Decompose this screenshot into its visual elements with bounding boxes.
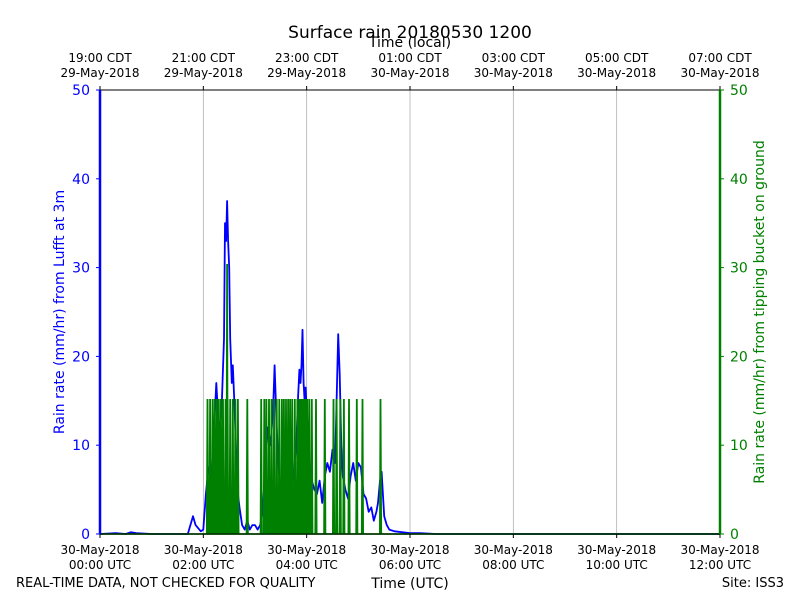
x-tick-label-top-date: 30-May-2018 <box>680 66 759 80</box>
site-label: Site: ISS3 <box>721 576 784 591</box>
x-tick-label-bottom-date: 30-May-2018 <box>60 543 139 557</box>
x-tick-label-bottom-date: 30-May-2018 <box>164 543 243 557</box>
y-tick-label-right: 10 <box>730 438 748 454</box>
x-tick-label-top-time: 21:00 CDT <box>172 51 236 65</box>
y-tick-label-right: 40 <box>730 172 748 188</box>
y-tick-label-left: 40 <box>72 172 90 188</box>
x-tick-label-bottom-date: 30-May-2018 <box>370 543 449 557</box>
x-tick-label-bottom-time: 02:00 UTC <box>172 558 234 572</box>
y-tick-label-left: 50 <box>72 83 90 99</box>
x-tick-label-top-time: 23:00 CDT <box>275 51 339 65</box>
y-tick-label-left: 0 <box>81 527 90 543</box>
x-tick-label-bottom-time: 00:00 UTC <box>69 558 131 572</box>
x-tick-label-top-time: 01:00 CDT <box>378 51 442 65</box>
x-tick-label-bottom-time: 08:00 UTC <box>482 558 544 572</box>
x-tick-label-top-date: 30-May-2018 <box>577 66 656 80</box>
x-tick-label-top-time: 07:00 CDT <box>688 51 752 65</box>
y-tick-label-left: 10 <box>72 438 90 454</box>
quality-note: REAL-TIME DATA, NOT CHECKED FOR QUALITY <box>16 576 316 591</box>
x-tick-label-bottom-time: 10:00 UTC <box>586 558 648 572</box>
x-tick-label-top-date: 29-May-2018 <box>164 66 243 80</box>
x-tick-label-bottom-date: 30-May-2018 <box>267 543 346 557</box>
x-tick-label-top-date: 30-May-2018 <box>474 66 553 80</box>
y-axis-right-label: Rain rate (mm/hr) from tipping bucket on… <box>752 140 768 483</box>
x-tick-label-bottom-date: 30-May-2018 <box>474 543 553 557</box>
y-tick-label-left: 30 <box>72 261 90 277</box>
x-tick-label-bottom-date: 30-May-2018 <box>680 543 759 557</box>
x-tick-label-top-date: 30-May-2018 <box>370 66 449 80</box>
y-tick-label-left: 20 <box>72 349 90 365</box>
x-axis-bottom-label: Time (UTC) <box>370 576 448 592</box>
x-tick-label-bottom-time: 06:00 UTC <box>379 558 441 572</box>
x-tick-label-top-time: 19:00 CDT <box>68 51 132 65</box>
y-tick-label-right: 20 <box>730 349 748 365</box>
x-tick-label-bottom-date: 30-May-2018 <box>577 543 656 557</box>
x-tick-label-top-time: 03:00 CDT <box>482 51 546 65</box>
y-tick-label-right: 50 <box>730 83 748 99</box>
y-tick-label-right: 30 <box>730 261 748 277</box>
x-tick-label-top-date: 29-May-2018 <box>60 66 139 80</box>
x-tick-label-top-time: 05:00 CDT <box>585 51 649 65</box>
x-tick-label-bottom-time: 12:00 UTC <box>689 558 751 572</box>
x-tick-label-bottom-time: 04:00 UTC <box>276 558 338 572</box>
x-tick-label-top-date: 29-May-2018 <box>267 66 346 80</box>
x-axis-top-label: Time (local) <box>368 35 451 51</box>
y-tick-label-right: 0 <box>730 527 739 543</box>
y-axis-left-label: Rain rate (mm/hr) from Lufft at 3m <box>52 190 68 434</box>
chart-title: Surface rain 20180530 1200 <box>288 23 532 43</box>
